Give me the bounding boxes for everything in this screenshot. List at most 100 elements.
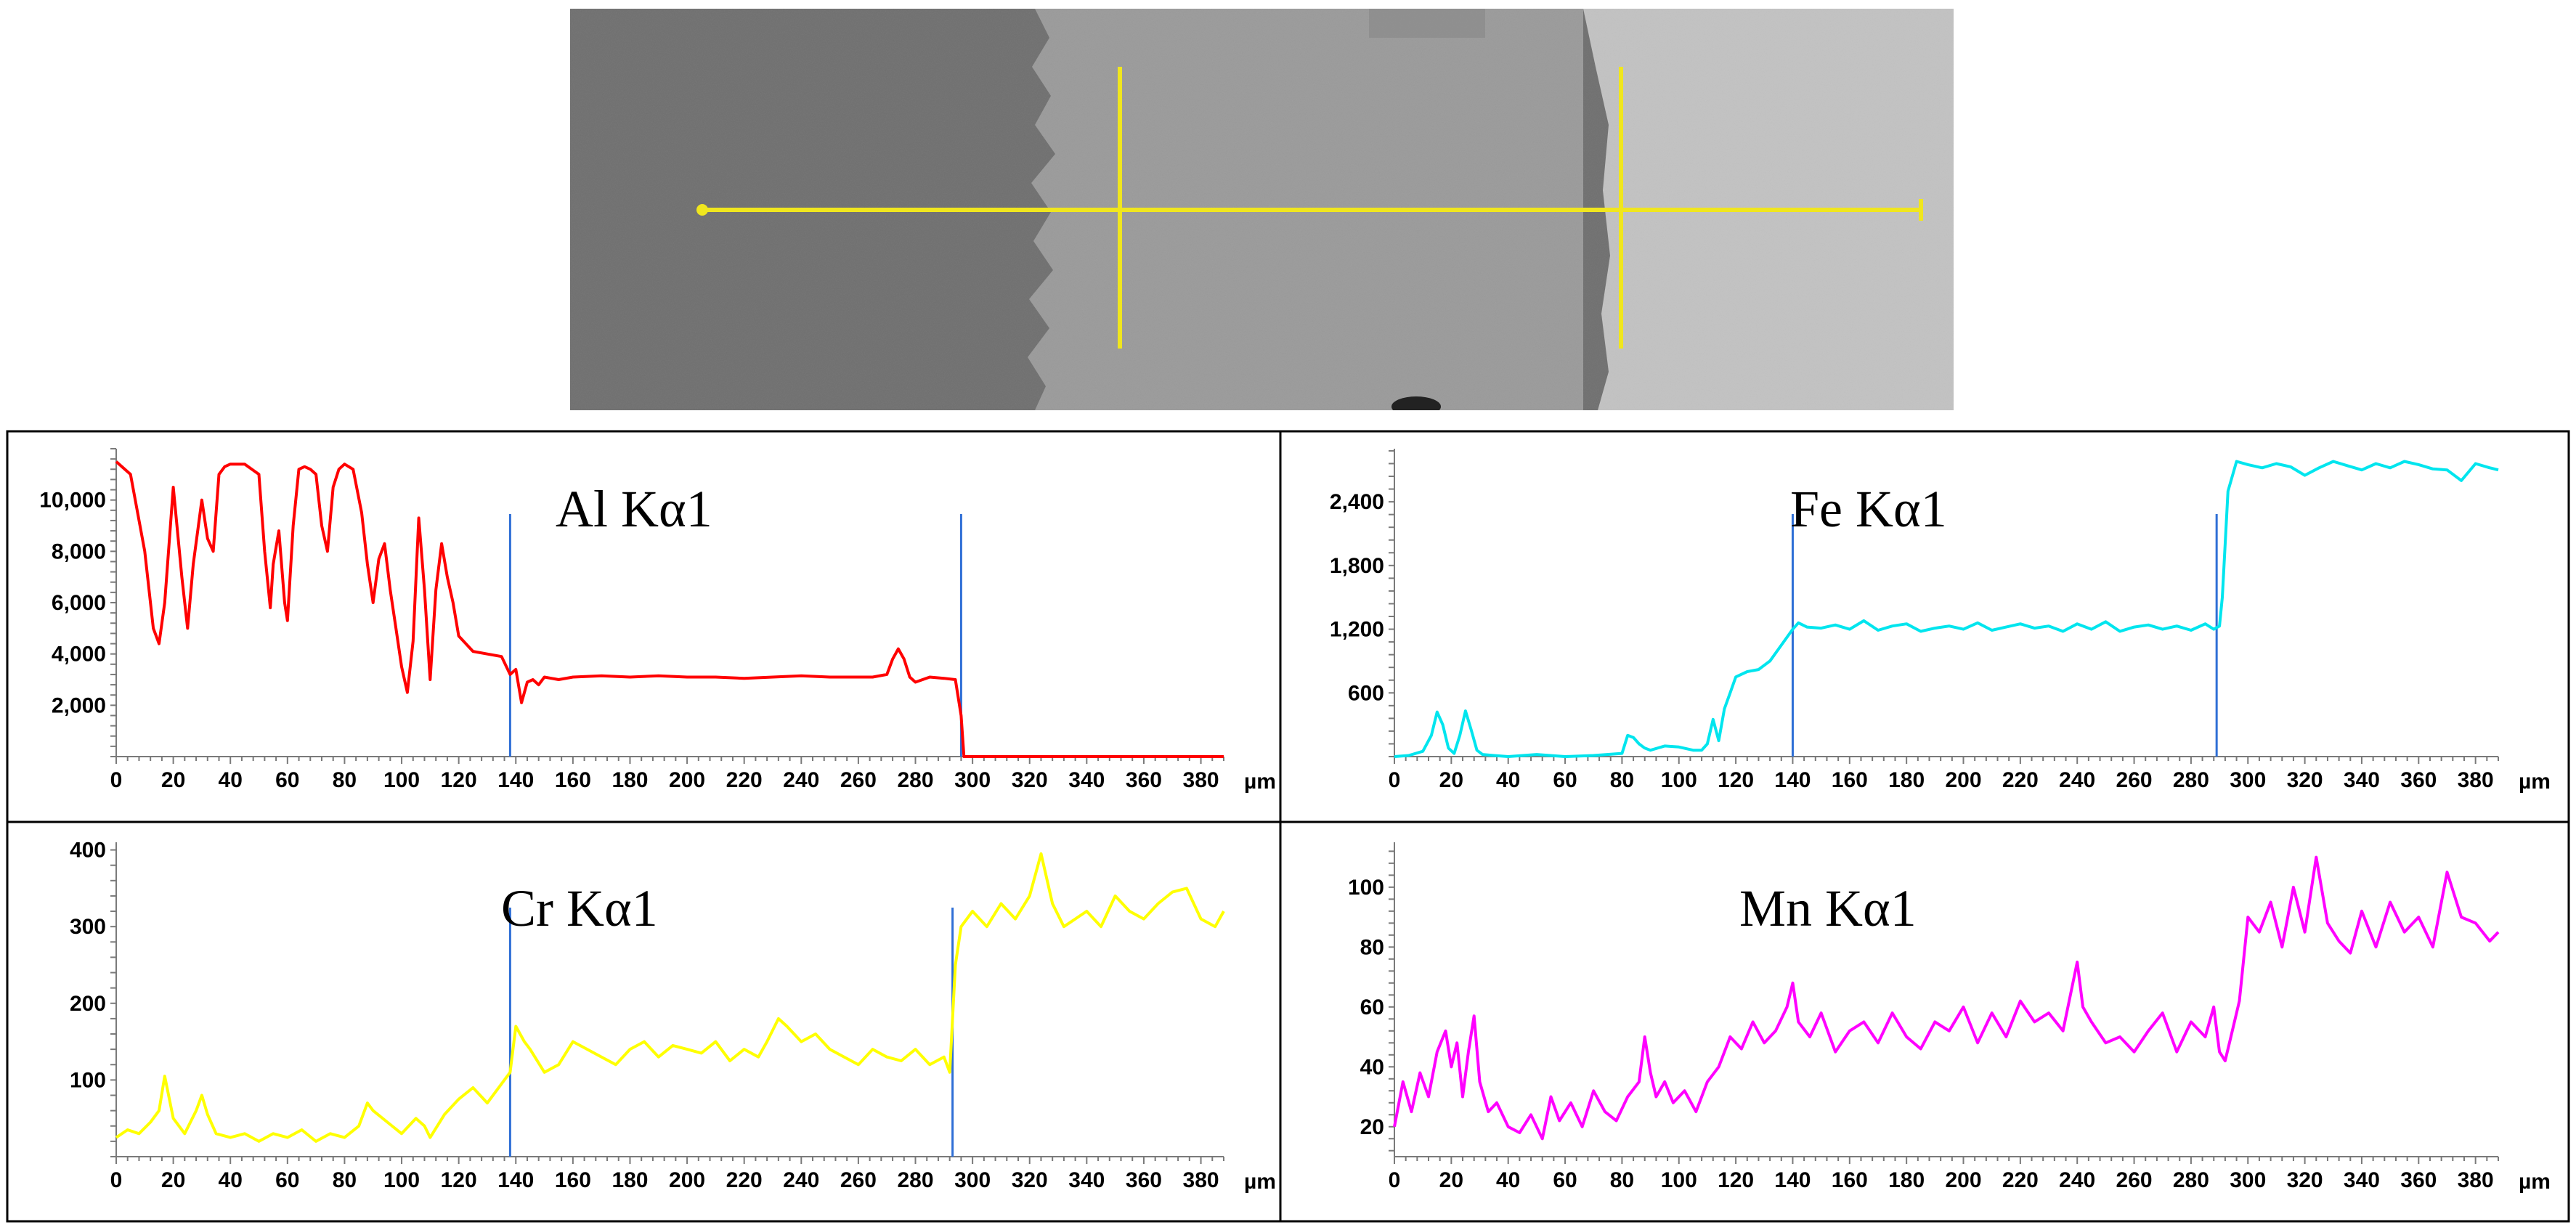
chart-fe-x-tick-label: 240 [2059, 768, 2095, 792]
chart-cr-x-tick-label: 160 [555, 1168, 591, 1192]
chart-mn-x-tick-label: 340 [2344, 1168, 2380, 1192]
chart-fe-series-line [1394, 460, 2499, 758]
chart-mn-x-unit-label: µm [2519, 1170, 2551, 1194]
chart-mn-y-tick-label: 80 [1360, 935, 1384, 959]
chart-al-y-tick-label: 8,000 [52, 539, 106, 563]
chart-cr-x-tick-label: 100 [383, 1168, 420, 1192]
chart-mn-x-tick-label: 20 [1439, 1168, 1463, 1192]
chart-al-x-tick-label: 180 [612, 768, 648, 792]
chart-al-x-tick-label: 40 [219, 768, 243, 792]
chart-fe-x-tick-label: 180 [1888, 768, 1925, 792]
chart-fe-x-tick-label: 300 [2230, 768, 2266, 792]
chart-mn-x-tick-label: 200 [1945, 1168, 1981, 1192]
chart-mn-title: Mn Kα1 [1739, 879, 1917, 937]
chart-fe-x-tick-label: 220 [2002, 768, 2039, 792]
chart-cr-panel: 0 20 40 60 80 100 120 140 160 180 200 220 240 260 280 3… [70, 839, 1276, 1194]
chart-cr-y-tick-label: 300 [70, 915, 106, 939]
chart-al-x-unit-label: µm [1244, 770, 1276, 794]
chart-mn-x-tick-label: 360 [2400, 1168, 2437, 1192]
chart-mn-x-tick-label: 380 [2458, 1168, 2494, 1192]
chart-al-y-tick-label: 10,000 [39, 489, 106, 513]
chart-al-x-tick-label: 80 [333, 768, 357, 792]
chart-mn-x-tick-label: 180 [1888, 1168, 1925, 1192]
chart-fe-y-tick-label: 2,400 [1330, 490, 1384, 514]
chart-cr-y-tick-label: 100 [70, 1068, 106, 1092]
chart-fe-x-tick-label: 200 [1945, 768, 1981, 792]
chart-mn-x-tick-label: 220 [2002, 1168, 2039, 1192]
chart-mn-y-tick-label: 20 [1360, 1115, 1384, 1139]
chart-al-x-tick-label: 160 [555, 768, 591, 792]
chart-cr-title: Cr Kα1 [501, 879, 658, 937]
chart-mn-x-tick-label: 140 [1774, 1168, 1811, 1192]
chart-cr-x-tick-label: 320 [1012, 1168, 1048, 1192]
chart-cr-y-tick-label: 400 [70, 839, 106, 863]
sem-debris [1369, 9, 1485, 38]
chart-al-y-tick-label: 4,000 [52, 643, 106, 667]
chart-al-x-tick-label: 360 [1126, 768, 1162, 792]
sem-scan-start-marker [696, 204, 708, 216]
chart-al-x-tick-label: 340 [1068, 768, 1105, 792]
chart-mn-x-tick-label: 160 [1832, 1168, 1868, 1192]
chart-cr-x-tick-label: 40 [219, 1168, 243, 1192]
chart-fe-x-tick-label: 40 [1496, 768, 1520, 792]
chart-cr-x-tick-label: 140 [497, 1168, 534, 1192]
chart-fe-x-tick-label: 340 [2344, 768, 2380, 792]
chart-al-series-line [115, 460, 1224, 758]
chart-al-x-tick-label: 20 [161, 768, 185, 792]
panel-grid-border [6, 430, 2570, 1223]
sem-micrograph [570, 9, 1954, 410]
chart-fe-x-tick-label: 320 [2287, 768, 2323, 792]
chart-cr-series-line [115, 852, 1225, 1143]
chart-fe-x-tick-label: 80 [1610, 768, 1634, 792]
chart-mn-x-tick-label: 300 [2230, 1168, 2266, 1192]
chart-al-x-tick-label: 60 [275, 768, 299, 792]
chart-mn-x-tick-label: 80 [1610, 1168, 1634, 1192]
chart-al-x-tick-label: 120 [441, 768, 477, 792]
chart-cr-x-tick-label: 360 [1126, 1168, 1162, 1192]
chart-fe-x-tick-label: 100 [1661, 768, 1697, 792]
chart-mn-x-tick-label: 320 [2287, 1168, 2323, 1192]
chart-al-x-tick-label: 320 [1012, 768, 1048, 792]
chart-al-y-tick-label: 6,000 [52, 591, 106, 615]
chart-cr-x-tick-label: 0 [110, 1168, 123, 1192]
chart-cr-x-tick-label: 380 [1183, 1168, 1219, 1192]
chart-al-panel: 0 20 40 60 80 100 120 140 160 180 200 220 240 260 280 3… [39, 448, 1276, 794]
chart-fe-x-tick-label: 140 [1774, 768, 1811, 792]
chart-cr-x-tick-label: 200 [669, 1168, 705, 1192]
chart-cr-x-tick-label: 60 [275, 1168, 299, 1192]
chart-fe-x-tick-label: 60 [1553, 768, 1577, 792]
chart-mn-x-tick-label: 260 [2116, 1168, 2153, 1192]
chart-mn-x-tick-label: 60 [1553, 1168, 1577, 1192]
chart-fe-y-tick-label: 1,200 [1330, 618, 1384, 642]
chart-mn-x-tick-label: 100 [1661, 1168, 1697, 1192]
chart-fe-x-tick-label: 160 [1832, 768, 1868, 792]
chart-fe-title: Fe Kα1 [1790, 480, 1947, 538]
chart-cr-x-tick-label: 180 [612, 1168, 648, 1192]
chart-cr-x-tick-label: 120 [441, 1168, 477, 1192]
chart-fe-x-tick-label: 280 [2173, 768, 2209, 792]
chart-fe-y-tick-label: 600 [1348, 681, 1384, 705]
chart-mn-x-tick-label: 40 [1496, 1168, 1520, 1192]
chart-fe-x-tick-label: 380 [2458, 768, 2494, 792]
chart-cr-x-tick-label: 20 [161, 1168, 185, 1192]
chart-cr-x-tick-label: 300 [954, 1168, 991, 1192]
chart-al-x-tick-label: 380 [1183, 768, 1219, 792]
chart-al-x-tick-label: 220 [726, 768, 763, 792]
chart-fe-x-tick-label: 260 [2116, 768, 2153, 792]
chart-fe-x-tick-label: 360 [2400, 768, 2437, 792]
chart-mn-series-line [1393, 855, 2500, 1141]
chart-cr-x-tick-label: 280 [897, 1168, 933, 1192]
chart-mn-x-tick-label: 240 [2059, 1168, 2095, 1192]
chart-al-title: Al Kα1 [556, 480, 712, 538]
chart-mn-y-tick-label: 60 [1360, 995, 1384, 1019]
chart-mn-x-tick-label: 120 [1718, 1168, 1754, 1192]
chart-al-x-tick-label: 0 [110, 768, 123, 792]
chart-fe-panel: 0 20 40 60 80 100 120 140 160 180 200 220 240 260 280 3… [1330, 449, 2551, 794]
chart-cr-x-tick-label: 80 [333, 1168, 357, 1192]
chart-cr-x-unit-label: µm [1244, 1170, 1276, 1194]
chart-al-x-tick-label: 140 [497, 768, 534, 792]
chart-mn-x-tick-label: 280 [2173, 1168, 2209, 1192]
chart-mn-y-tick-label: 100 [1348, 876, 1384, 900]
chart-al-x-tick-label: 300 [954, 768, 991, 792]
